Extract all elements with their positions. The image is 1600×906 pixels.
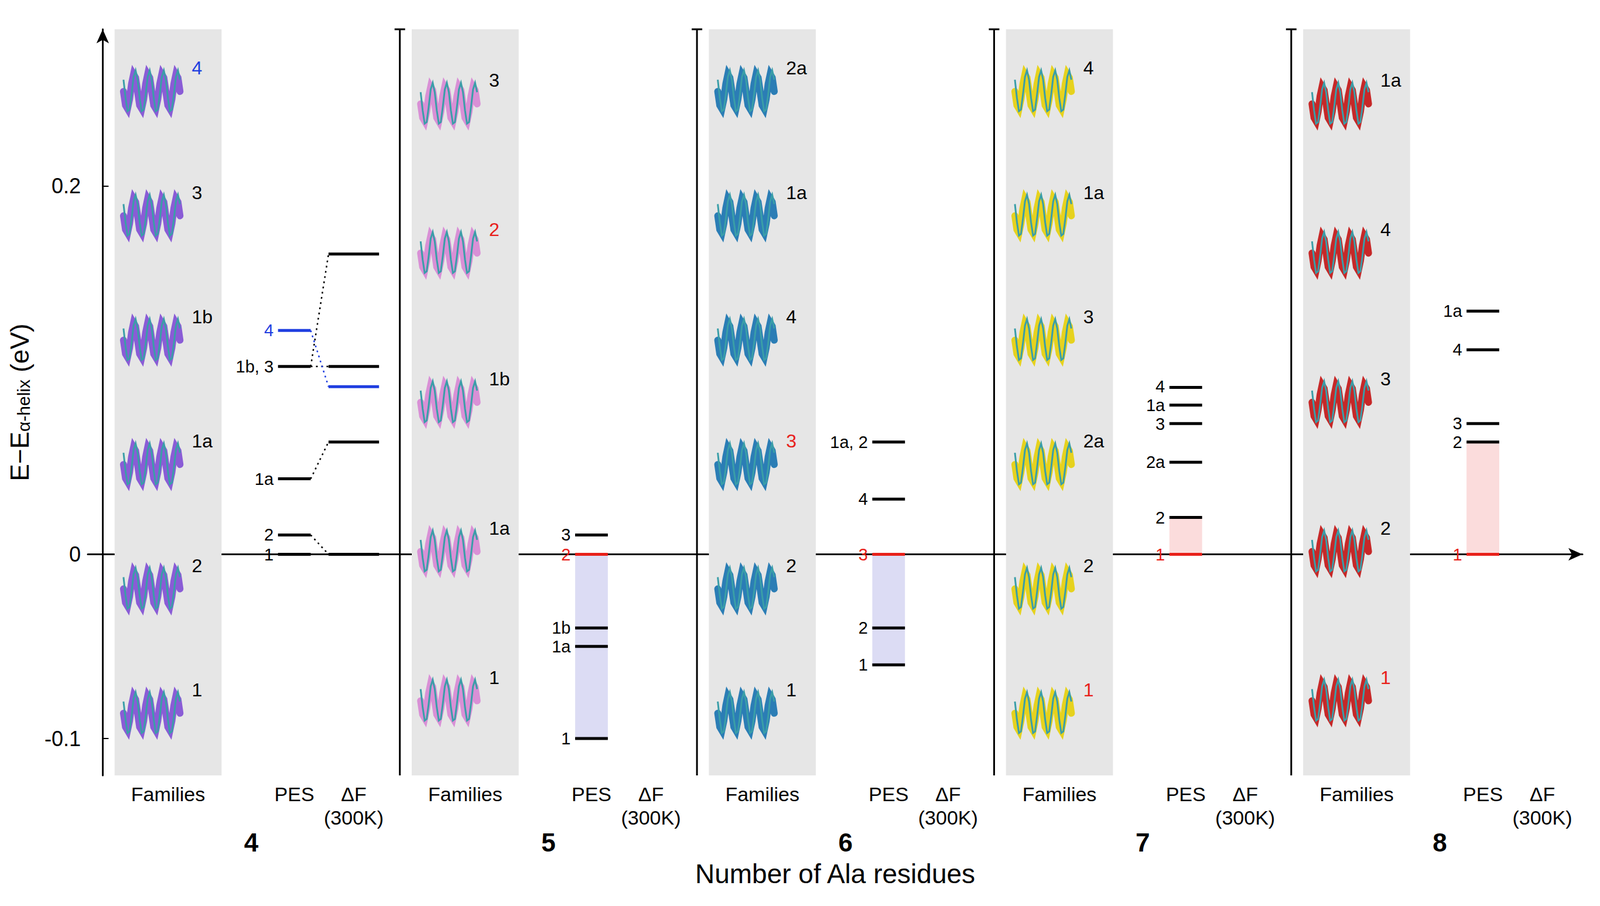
svg-text:PES: PES <box>1462 783 1503 806</box>
svg-text:2: 2 <box>1155 508 1165 528</box>
svg-text:1a: 1a <box>1380 69 1402 91</box>
svg-text:4: 4 <box>1452 340 1462 360</box>
svg-text:4: 4 <box>192 57 203 79</box>
svg-text:3: 3 <box>1155 414 1165 434</box>
svg-text:2: 2 <box>489 219 500 241</box>
svg-text:2a: 2a <box>1146 452 1166 472</box>
svg-text:(300K): (300K) <box>323 806 384 829</box>
svg-text:ΔF: ΔF <box>1529 783 1555 806</box>
svg-text:3: 3 <box>785 430 797 452</box>
svg-text:ΔF: ΔF <box>340 783 367 806</box>
svg-text:(eV): (eV) <box>5 323 34 380</box>
svg-text:3: 3 <box>192 182 203 204</box>
svg-text:3: 3 <box>1452 414 1462 433</box>
svg-text:1b: 1b <box>489 368 511 390</box>
svg-text:4: 4 <box>1083 57 1094 79</box>
svg-text:Families: Families <box>1022 783 1097 806</box>
svg-text:(300K): (300K) <box>620 806 681 829</box>
svg-text:(300K): (300K) <box>1215 806 1275 829</box>
svg-text:1a: 1a <box>1443 301 1463 321</box>
svg-text:2: 2 <box>785 555 797 577</box>
svg-text:ΔF: ΔF <box>935 783 961 806</box>
svg-text:PES: PES <box>868 783 909 806</box>
svg-text:α-helix: α-helix <box>14 379 34 432</box>
svg-text:Families: Families <box>725 783 800 806</box>
svg-text:2: 2 <box>1452 432 1462 452</box>
svg-text:Number of Ala residues: Number of Ala residues <box>695 858 976 890</box>
svg-text:E−E: E−E <box>5 431 34 481</box>
svg-text:3: 3 <box>858 545 868 564</box>
svg-text:2: 2 <box>192 555 203 577</box>
svg-text:PES: PES <box>1166 783 1206 806</box>
svg-text:1a: 1a <box>785 182 808 204</box>
svg-text:2a: 2a <box>1083 430 1105 452</box>
svg-text:1a: 1a <box>254 469 275 489</box>
svg-text:1: 1 <box>192 679 203 701</box>
svg-text:7: 7 <box>1135 828 1150 857</box>
svg-text:1: 1 <box>1155 545 1165 564</box>
svg-text:Families: Families <box>428 783 503 806</box>
svg-text:4: 4 <box>264 320 274 340</box>
svg-text:6: 6 <box>838 828 853 857</box>
svg-text:1a: 1a <box>1083 182 1105 204</box>
svg-text:1a: 1a <box>192 430 214 452</box>
svg-text:3: 3 <box>561 525 571 545</box>
svg-text:1: 1 <box>1083 679 1094 701</box>
svg-text:5: 5 <box>541 828 556 857</box>
svg-text:2: 2 <box>1083 555 1094 577</box>
svg-text:1a, 2: 1a, 2 <box>829 432 868 452</box>
svg-text:3: 3 <box>1083 306 1094 328</box>
svg-text:4: 4 <box>1155 377 1165 396</box>
svg-text:1: 1 <box>1452 545 1462 564</box>
svg-text:1: 1 <box>785 679 797 701</box>
svg-text:2: 2 <box>1380 517 1391 539</box>
svg-text:4: 4 <box>244 828 259 857</box>
svg-text:Families: Families <box>131 783 206 806</box>
svg-text:2: 2 <box>858 618 868 638</box>
svg-text:1b: 1b <box>192 306 214 328</box>
svg-text:2: 2 <box>561 545 571 564</box>
svg-text:1: 1 <box>858 655 868 675</box>
svg-text:4: 4 <box>785 306 797 328</box>
svg-text:4: 4 <box>858 489 868 509</box>
svg-text:(300K): (300K) <box>1512 806 1572 829</box>
svg-text:1a: 1a <box>1146 395 1166 415</box>
svg-text:PES: PES <box>571 783 612 806</box>
svg-text:2a: 2a <box>785 57 808 79</box>
svg-text:PES: PES <box>274 783 315 806</box>
svg-text:1: 1 <box>1380 667 1391 689</box>
svg-text:8: 8 <box>1432 828 1447 857</box>
svg-text:-0.1: -0.1 <box>44 726 81 751</box>
svg-text:ΔF: ΔF <box>638 783 664 806</box>
svg-text:1: 1 <box>561 729 571 748</box>
svg-text:(300K): (300K) <box>918 806 979 829</box>
svg-text:1a: 1a <box>551 637 572 656</box>
svg-text:Families: Families <box>1319 783 1394 806</box>
svg-text:3: 3 <box>1380 368 1391 390</box>
svg-text:1a: 1a <box>489 517 511 539</box>
svg-text:0: 0 <box>69 542 81 567</box>
svg-text:1b: 1b <box>551 618 571 638</box>
svg-text:4: 4 <box>1380 219 1391 241</box>
svg-text:1: 1 <box>264 545 274 564</box>
svg-text:0.2: 0.2 <box>51 173 81 198</box>
svg-text:1b, 3: 1b, 3 <box>236 357 275 376</box>
svg-text:1: 1 <box>489 667 500 689</box>
svg-text:2: 2 <box>264 525 274 545</box>
svg-text:ΔF: ΔF <box>1232 783 1258 806</box>
svg-text:3: 3 <box>489 69 500 91</box>
